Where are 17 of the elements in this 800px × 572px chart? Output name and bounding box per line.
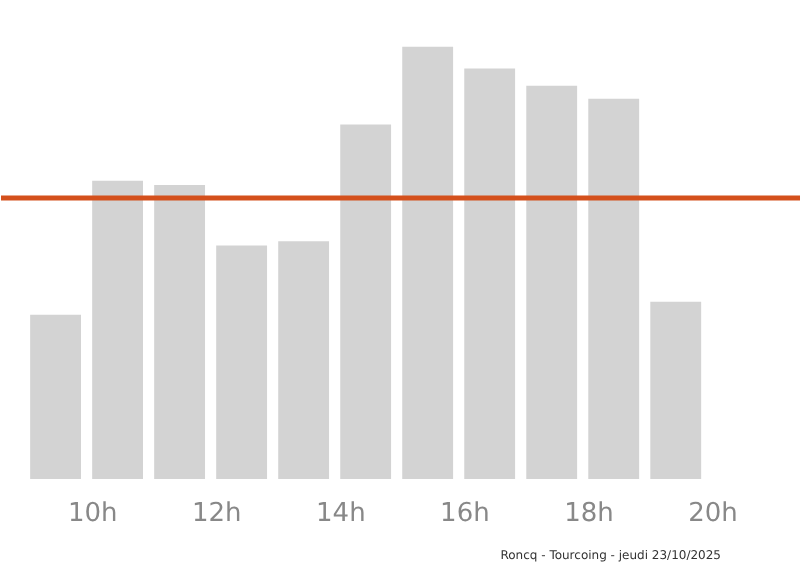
bar [92,180,144,479]
x-tick-label: 12h [192,499,242,529]
bar [30,314,81,479]
bar [278,241,330,479]
bar [526,85,578,479]
bar [464,68,516,479]
bar [154,185,206,479]
bar [650,301,702,479]
bar [402,46,454,479]
x-tick-label: 20h [688,499,738,529]
x-tick-label: 10h [68,499,118,529]
x-tick-label: 14h [316,499,366,529]
x-tick-label: 18h [564,499,614,529]
bar [588,98,640,479]
bar [216,245,268,479]
bar [340,124,392,479]
x-tick-label: 16h [440,499,490,529]
